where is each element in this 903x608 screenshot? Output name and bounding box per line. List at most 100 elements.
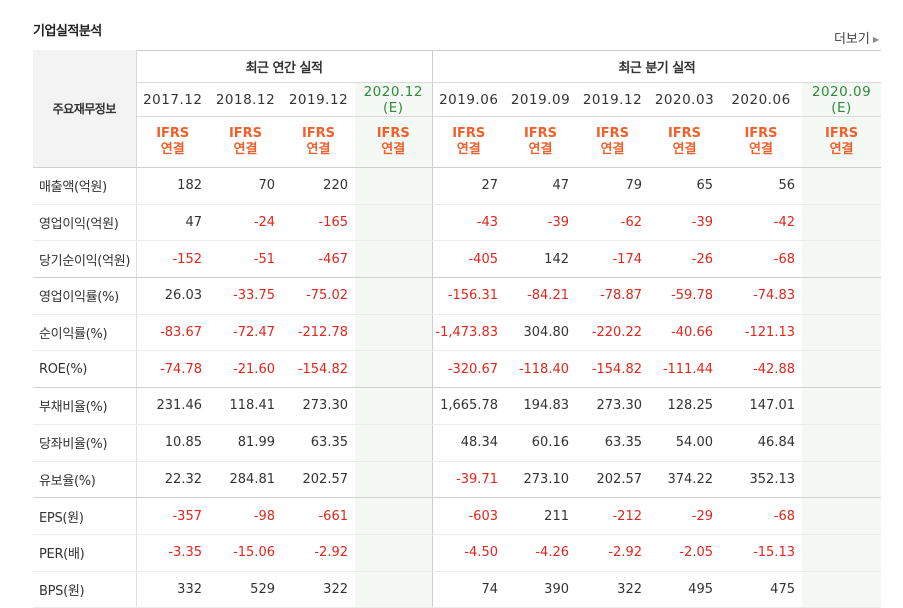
annual-value-cell [355, 168, 432, 205]
quarter-value-cell: -29 [649, 498, 720, 535]
ifrs-consolidated-label: IFRS 연결 [209, 117, 282, 168]
quarter-value-cell: -68 [720, 498, 802, 535]
quarter-value-cell: 322 [576, 571, 649, 608]
annual-value-cell: -467 [282, 241, 355, 278]
quarter-period-header: 2019.12 [576, 83, 649, 117]
annual-value-cell: 26.03 [136, 278, 209, 315]
annual-value-cell: 63.35 [282, 424, 355, 461]
annual-value-cell [355, 424, 432, 461]
quarter-period-header: 2019.09 [505, 83, 576, 117]
quarter-value-cell: 147.01 [720, 388, 802, 425]
quarter-value-cell: 74 [432, 571, 505, 608]
quarter-value-cell: -4.26 [505, 534, 576, 571]
quarter-value-cell: 46.84 [720, 424, 802, 461]
quarter-value-cell: -39 [505, 204, 576, 241]
annual-value-cell [355, 241, 432, 278]
quarter-value-cell: 63.35 [576, 424, 649, 461]
quarter-value-cell: 65 [649, 168, 720, 205]
quarter-value-cell: -39.71 [432, 461, 505, 498]
annual-value-cell: -3.35 [136, 534, 209, 571]
quarter-value-cell: -74.83 [720, 278, 802, 315]
quarter-value-cell: -26 [649, 241, 720, 278]
row-label: BPS(원) [33, 571, 136, 608]
quarter-value-cell: -68 [720, 241, 802, 278]
quarter-value-cell: 194.83 [505, 388, 576, 425]
quarter-value-cell: 48.34 [432, 424, 505, 461]
quarter-value-cell: 475 [720, 571, 802, 608]
annual-value-cell: 118.41 [209, 388, 282, 425]
row-label: 영업이익률(%) [33, 278, 136, 315]
ifrs-consolidated-label: IFRS 연결 [136, 117, 209, 168]
quarter-value-cell: 79 [576, 168, 649, 205]
annual-value-cell: -75.02 [282, 278, 355, 315]
quarter-value-cell: -43 [432, 204, 505, 241]
annual-value-cell: 220 [282, 168, 355, 205]
row-label: 당기순이익(억원) [33, 241, 136, 278]
quarter-value-cell [802, 534, 881, 571]
annual-value-cell: -661 [282, 498, 355, 535]
annual-value-cell [355, 571, 432, 608]
quarter-value-cell: -78.87 [576, 278, 649, 315]
quarter-value-cell [802, 204, 881, 241]
quarter-value-cell: -40.66 [649, 314, 720, 351]
quarter-value-cell: -212 [576, 498, 649, 535]
annual-value-cell: 529 [209, 571, 282, 608]
quarter-value-cell [802, 571, 881, 608]
quarter-value-cell [802, 314, 881, 351]
annual-value-cell: 182 [136, 168, 209, 205]
quarter-value-cell [802, 278, 881, 315]
ifrs-consolidated-label: IFRS 연결 [355, 117, 432, 168]
row-label: ROE(%) [33, 351, 136, 388]
quarter-value-cell: -320.67 [432, 351, 505, 388]
ifrs-consolidated-label: IFRS 연결 [649, 117, 720, 168]
table-row: ROE(%) -74.78 -21.60 -154.82 -320.67 -118.40-… [33, 351, 881, 388]
quarter-value-cell [802, 424, 881, 461]
table-row: 순이익률(%) -83.67 -72.47 -212.78 -1,473.83 304.8… [33, 314, 881, 351]
quarter-value-cell: -220.22 [576, 314, 649, 351]
quarter-value-cell: 374.22 [649, 461, 720, 498]
ifrs-consolidated-label: IFRS 연결 [432, 117, 505, 168]
quarter-group-header: 최근 분기 실적 [432, 50, 881, 83]
row-label: 부채비율(%) [33, 388, 136, 425]
quarter-value-cell: 273.30 [576, 388, 649, 425]
quarter-value-cell: -156.31 [432, 278, 505, 315]
quarter-value-cell: 27 [432, 168, 505, 205]
quarter-value-cell: -603 [432, 498, 505, 535]
annual-value-cell [355, 204, 432, 241]
annual-value-cell: -24 [209, 204, 282, 241]
row-label: EPS(원) [33, 498, 136, 535]
ifrs-consolidated-label: IFRS 연결 [720, 117, 802, 168]
quarter-value-cell: -111.44 [649, 351, 720, 388]
quarter-value-cell: 128.25 [649, 388, 720, 425]
table-row: 당기순이익(억원) -152 -51 -467 -405 142 -174 -26 -68 [33, 241, 881, 278]
annual-value-cell: 70 [209, 168, 282, 205]
quarter-value-cell [802, 498, 881, 535]
table-row: 당좌비율(%) 10.85 81.99 63.35 48.34 60.16 63.35 54.… [33, 424, 881, 461]
annual-value-cell: 322 [282, 571, 355, 608]
table-row: 매출액(억원) 182 70 220 27 47 79 65 56 [33, 168, 881, 205]
quarter-value-cell: 47 [505, 168, 576, 205]
quarter-value-cell: -42.88 [720, 351, 802, 388]
quarter-value-cell: -405 [432, 241, 505, 278]
annual-value-cell: 273.30 [282, 388, 355, 425]
quarter-value-cell: 202.57 [576, 461, 649, 498]
annual-value-cell: -51 [209, 241, 282, 278]
quarter-value-cell: 304.80 [505, 314, 576, 351]
table-row: 부채비율(%) 231.46 118.41 273.30 1,665.78 194.83 2… [33, 388, 881, 425]
more-link[interactable]: 더보기 ▶ [834, 28, 879, 47]
row-label: 당좌비율(%) [33, 424, 136, 461]
row-label: 순이익률(%) [33, 314, 136, 351]
quarter-period-header: 2020.09 (E) [802, 83, 881, 117]
annual-value-cell: -212.78 [282, 314, 355, 351]
quarter-value-cell: 390 [505, 571, 576, 608]
more-label: 더보기 [834, 32, 870, 47]
quarter-value-cell: -2.92 [576, 534, 649, 571]
annual-value-cell [355, 351, 432, 388]
annual-value-cell: -33.75 [209, 278, 282, 315]
annual-value-cell: -83.67 [136, 314, 209, 351]
section-title: 기업실적분석 [33, 20, 102, 39]
annual-value-cell: -152 [136, 241, 209, 278]
quarter-value-cell [802, 388, 881, 425]
annual-value-cell: 22.32 [136, 461, 209, 498]
quarter-value-cell: -84.21 [505, 278, 576, 315]
